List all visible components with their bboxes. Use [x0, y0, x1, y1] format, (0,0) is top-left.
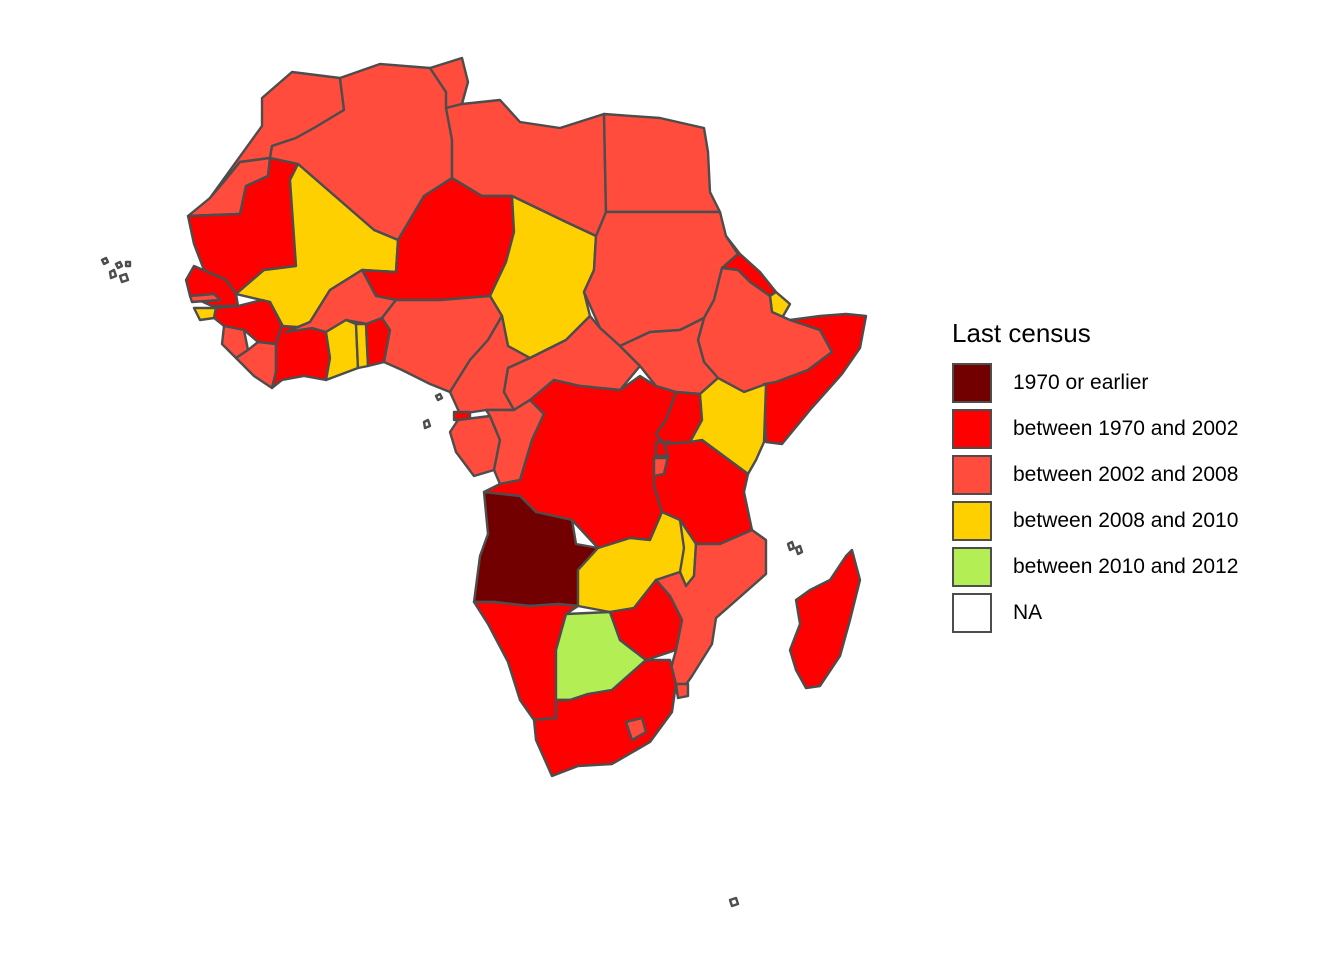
region-mauritius	[728, 896, 740, 908]
region-comoros	[786, 540, 804, 556]
region-guinea-bissau	[192, 306, 218, 322]
region-cote-divoire	[270, 324, 332, 390]
region-lesotho	[624, 716, 648, 742]
legend-title: Last census	[952, 318, 1091, 348]
region-sao-tome	[422, 392, 444, 430]
legend-item: NA	[952, 590, 1238, 636]
region-swaziland	[674, 682, 690, 700]
legend-swatch	[952, 501, 992, 541]
region-kenya	[688, 376, 768, 476]
legend-item: between 2002 and 2008	[952, 452, 1238, 498]
legend-label: 1970 or earlier	[1013, 371, 1149, 394]
legend: Last census 1970 or earlier between 1970…	[952, 318, 1238, 636]
legend-swatch	[952, 593, 992, 633]
legend-label: between 1970 and 2002	[1013, 417, 1239, 440]
legend-item: between 2008 and 2010	[952, 498, 1238, 544]
region-gambia	[188, 292, 222, 304]
legend-swatch	[952, 455, 992, 495]
region-south-sudan	[618, 316, 720, 396]
legend-swatch	[952, 547, 992, 587]
legend-item: between 1970 and 2002	[952, 406, 1238, 452]
region-ghana	[324, 318, 360, 382]
region-cape-verde	[100, 256, 132, 284]
legend-item: between 2010 and 2012	[952, 544, 1238, 590]
region-somalia	[762, 312, 868, 446]
region-zimbabwe	[608, 578, 684, 662]
legend-label: between 2010 and 2012	[1013, 555, 1239, 578]
legend-label: between 2002 and 2008	[1013, 463, 1239, 486]
legend-item: 1970 or earlier	[952, 360, 1238, 406]
region-madagascar	[788, 548, 862, 690]
region-egypt	[602, 112, 722, 214]
legend-swatch	[952, 409, 992, 449]
legend-swatch	[952, 363, 992, 403]
region-south-africa	[532, 658, 678, 778]
legend-label: between 2008 and 2010	[1013, 509, 1239, 532]
legend-label: NA	[1013, 601, 1043, 624]
